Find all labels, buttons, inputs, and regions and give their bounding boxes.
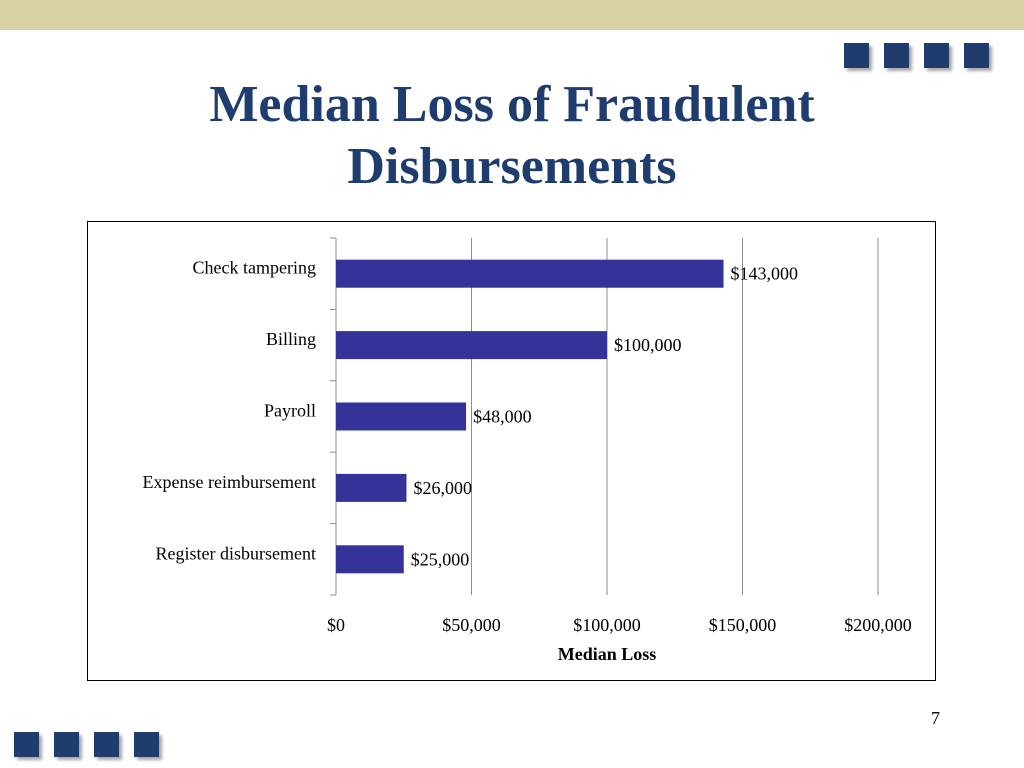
data-label: $100,000 [614,335,682,355]
slide-title-line2: Disbursements [347,138,677,195]
data-label: $143,000 [731,264,799,284]
square-icon [884,43,909,68]
category-label: Payroll [264,401,316,421]
square-icon [94,732,119,757]
square-icon [14,732,39,757]
decorative-squares-bottom [14,732,159,757]
square-icon [844,43,869,68]
page-number: 7 [931,708,940,728]
bar [336,331,607,360]
bar-chart: $143,000 Check tampering $100,000 Billing $4… [143,237,912,664]
bar [336,473,407,502]
x-tick-label: $0 [327,615,345,635]
category-label: Register disbursement [156,543,316,563]
slide-title: Median Loss of Fraudulent Disbursements [100,74,924,198]
category-label: Billing [266,329,316,349]
decorative-squares-top [844,43,989,68]
bar [336,545,404,574]
header-band [0,0,1024,30]
square-icon [964,43,989,68]
x-tick-label: $100,000 [573,615,641,635]
x-axis-label: Median Loss [558,644,657,664]
data-label: $25,000 [411,549,470,569]
square-icon [54,732,79,757]
bar [336,259,724,288]
x-tick-label: $150,000 [709,615,777,635]
square-icon [134,732,159,757]
x-tick-label: $200,000 [844,615,912,635]
slide-title-line1: Median Loss of Fraudulent [209,76,815,133]
data-label: $48,000 [473,407,531,427]
category-label: Check tampering [193,258,316,278]
square-icon [924,43,949,68]
bar [336,402,467,431]
category-label: Expense reimbursement [143,472,316,492]
chart-frame: $143,000 Check tampering $100,000 Billing $4… [87,221,936,681]
x-tick-label: $50,000 [442,615,501,635]
data-label: $26,000 [413,478,472,498]
